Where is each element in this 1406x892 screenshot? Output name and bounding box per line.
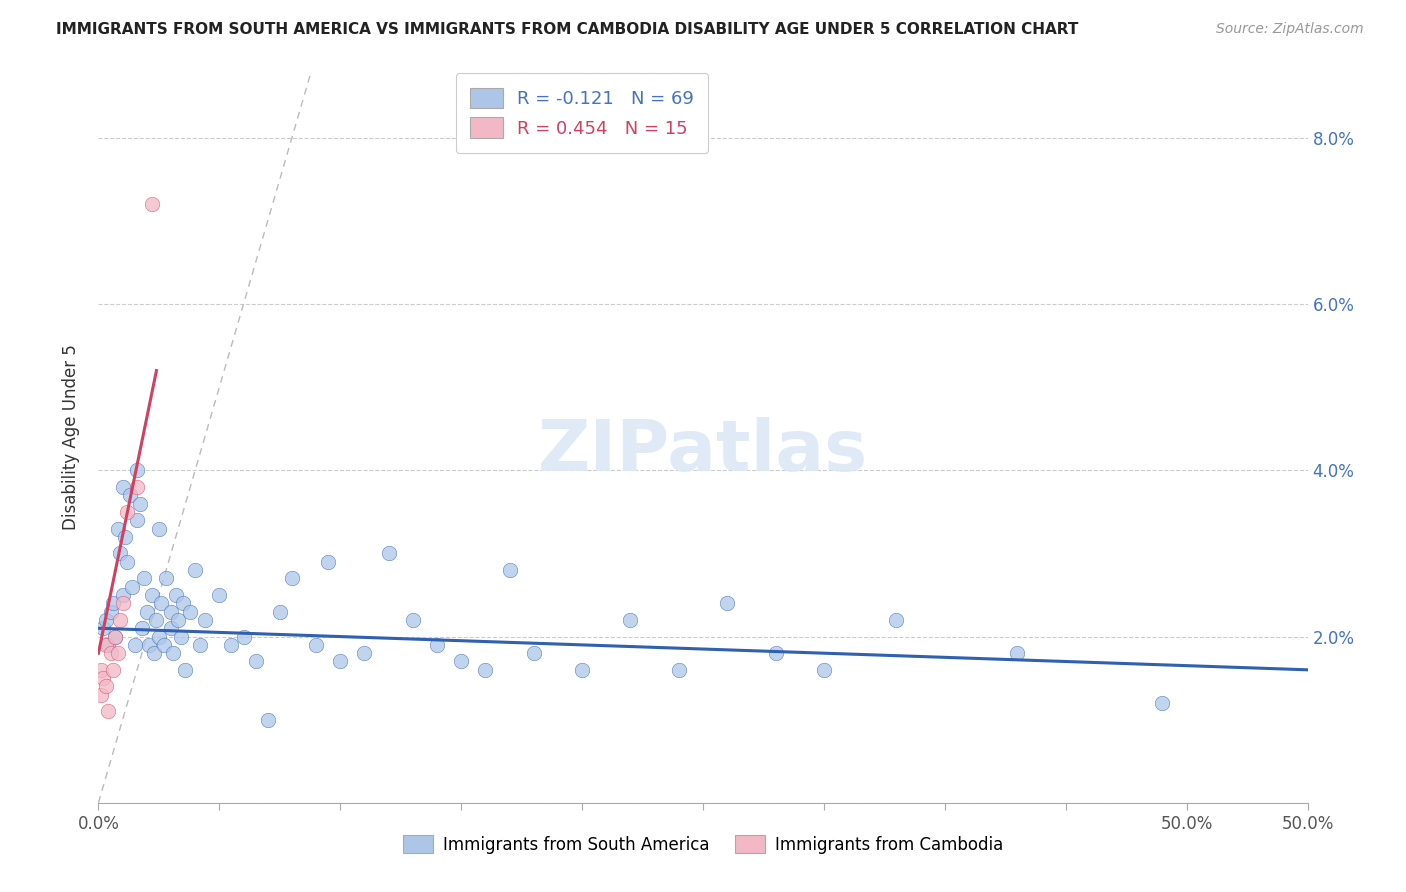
Text: Source: ZipAtlas.com: Source: ZipAtlas.com: [1216, 22, 1364, 37]
Point: [94, 680, 117, 694]
Point: [152, 638, 174, 652]
Point: [111, 596, 134, 610]
Point: [498, 563, 520, 577]
Point: [194, 613, 217, 627]
Point: [111, 588, 134, 602]
Point: [108, 546, 131, 560]
Point: [91, 671, 114, 685]
Point: [1152, 696, 1174, 710]
Point: [165, 588, 187, 602]
Point: [353, 646, 375, 660]
Point: [172, 596, 194, 610]
Point: [107, 521, 129, 535]
Point: [150, 596, 173, 610]
Point: [148, 630, 170, 644]
Point: [256, 713, 278, 727]
Point: [134, 571, 156, 585]
Point: [101, 596, 124, 610]
Point: [155, 571, 177, 585]
Point: [1007, 646, 1029, 660]
Point: [121, 580, 143, 594]
Point: [90, 663, 112, 677]
Point: [108, 613, 131, 627]
Point: [127, 480, 149, 494]
Point: [474, 663, 496, 677]
Point: [402, 613, 425, 627]
Text: ZIPatlas: ZIPatlas: [538, 417, 868, 486]
Point: [450, 655, 472, 669]
Point: [128, 497, 150, 511]
Point: [118, 488, 141, 502]
Point: [232, 630, 254, 644]
Point: [141, 588, 163, 602]
Point: [619, 613, 641, 627]
Point: [179, 605, 201, 619]
Point: [184, 563, 207, 577]
Point: [188, 638, 211, 652]
Point: [571, 663, 593, 677]
Point: [107, 646, 129, 660]
Point: [160, 605, 183, 619]
Point: [148, 521, 170, 535]
Point: [765, 646, 787, 660]
Point: [100, 605, 122, 619]
Point: [221, 638, 243, 652]
Point: [94, 613, 117, 627]
Point: [160, 621, 183, 635]
Point: [131, 621, 153, 635]
Point: [377, 546, 399, 560]
Point: [269, 605, 291, 619]
Point: [245, 655, 267, 669]
Point: [305, 638, 328, 652]
Point: [104, 630, 127, 644]
Point: [114, 530, 136, 544]
Point: [167, 613, 190, 627]
Point: [135, 605, 157, 619]
Point: [174, 663, 197, 677]
Point: [329, 655, 352, 669]
Point: [169, 630, 191, 644]
Point: [97, 705, 120, 719]
Point: [716, 596, 738, 610]
Point: [90, 688, 112, 702]
Point: [138, 638, 160, 652]
Point: [145, 613, 167, 627]
Point: [426, 638, 449, 652]
Point: [101, 663, 124, 677]
Y-axis label: Disability Age Under 5: Disability Age Under 5: [62, 344, 80, 530]
Point: [117, 555, 139, 569]
Point: [111, 480, 134, 494]
Legend: Immigrants from South America, Immigrants from Cambodia: Immigrants from South America, Immigrant…: [396, 829, 1010, 860]
Point: [117, 505, 139, 519]
Point: [208, 588, 231, 602]
Point: [162, 646, 184, 660]
Point: [143, 646, 166, 660]
Point: [523, 646, 546, 660]
Point: [94, 638, 117, 652]
Text: IMMIGRANTS FROM SOUTH AMERICA VS IMMIGRANTS FROM CAMBODIA DISABILITY AGE UNDER 5: IMMIGRANTS FROM SOUTH AMERICA VS IMMIGRA…: [56, 22, 1078, 37]
Point: [886, 613, 908, 627]
Point: [127, 513, 149, 527]
Point: [124, 638, 146, 652]
Point: [813, 663, 835, 677]
Point: [91, 621, 114, 635]
Point: [104, 630, 127, 644]
Point: [141, 197, 163, 211]
Point: [100, 646, 122, 660]
Point: [127, 463, 149, 477]
Point: [97, 638, 120, 652]
Point: [281, 571, 304, 585]
Point: [316, 555, 339, 569]
Point: [668, 663, 690, 677]
